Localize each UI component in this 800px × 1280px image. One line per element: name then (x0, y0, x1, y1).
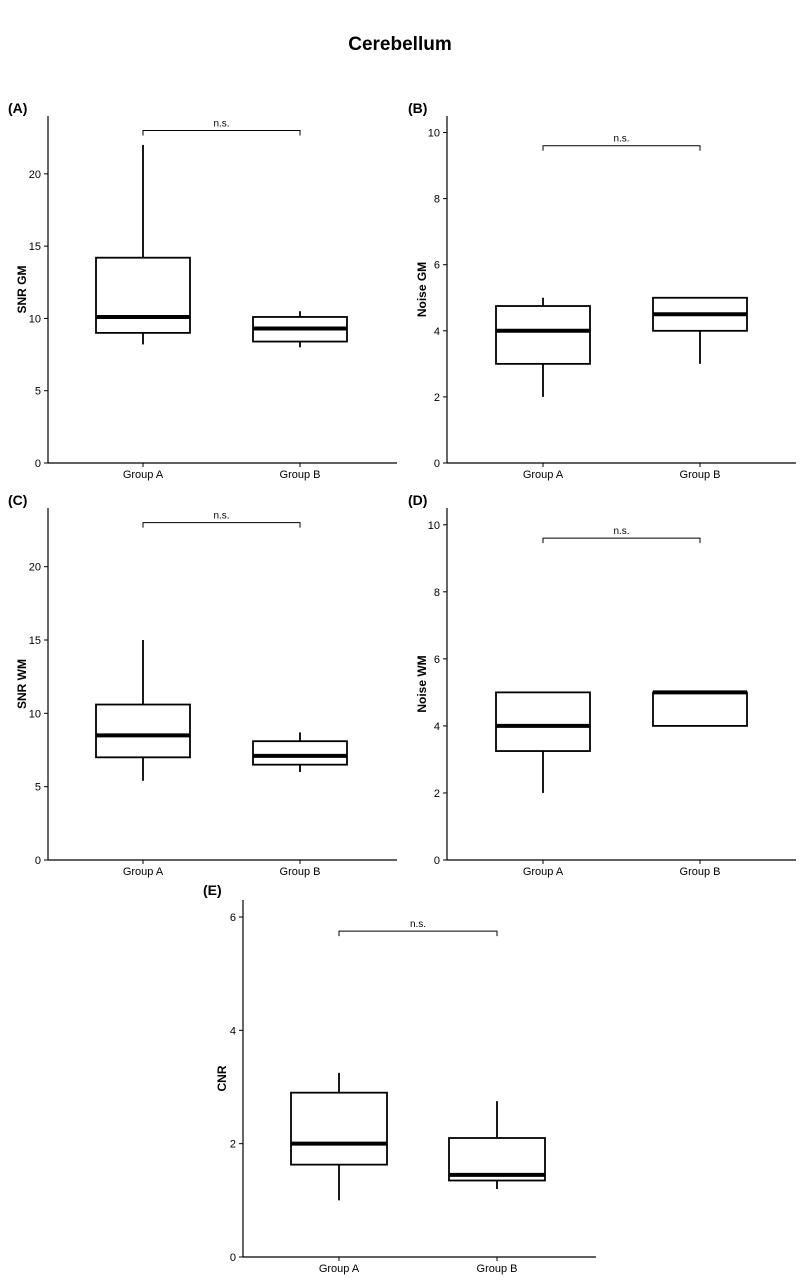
panel-b: (B) 0 2 4 6 8 10 Noise GM Group A Group B n.s. (408, 100, 796, 481)
y-tick-label: 10 (428, 520, 440, 532)
box-iqr (95, 703, 191, 759)
panel-label: (A) (8, 100, 27, 116)
y-tick-label: 8 (434, 587, 440, 599)
y-tick-label: 6 (434, 260, 440, 272)
y-tick-label: 20 (29, 169, 41, 181)
panel-e: (E) 0 2 4 6 CNR Group A Group B n.s. (203, 882, 596, 1275)
box-group-a (95, 640, 191, 781)
x-tick-label: Group B (680, 469, 721, 481)
y-tick-label: 2 (434, 392, 440, 404)
box-group-b (252, 732, 348, 772)
box-iqr (290, 1091, 388, 1166)
box-group-b (252, 311, 348, 348)
significance-bracket (142, 522, 301, 528)
x-tick-label: Group A (523, 469, 564, 481)
x-tick-label: Group A (523, 866, 564, 878)
box-group-a (290, 1072, 388, 1201)
panel-c: (C) 0 5 10 15 20 SNR WM Group A Group B n.s. (8, 492, 397, 878)
y-tick-label: 2 (434, 788, 440, 800)
box-iqr (495, 691, 591, 752)
x-tick-label: Group B (680, 866, 721, 878)
y-axis-title: SNR WM (15, 659, 29, 709)
box-group-b (652, 690, 748, 727)
significance-label: n.s. (213, 118, 229, 129)
y-tick-label: 8 (434, 194, 440, 206)
y-tick-label: 6 (230, 912, 236, 924)
box-group-b (448, 1101, 546, 1189)
significance-label: n.s. (410, 919, 426, 930)
panel-label: (E) (203, 882, 222, 898)
y-tick-label: 0 (35, 855, 41, 867)
figure-title: Cerebellum (348, 34, 452, 55)
y-tick-label: 4 (434, 326, 440, 338)
x-tick-label: Group A (123, 866, 164, 878)
box-group-b (652, 296, 748, 364)
y-axis-title: SNR GM (15, 265, 29, 313)
x-tick-label: Group A (319, 1263, 360, 1275)
y-tick-label: 0 (434, 855, 440, 867)
box-iqr (252, 740, 348, 766)
box-iqr (95, 256, 191, 334)
x-tick-label: Group B (280, 469, 321, 481)
box-group-a (495, 691, 591, 793)
y-tick-label: 0 (434, 458, 440, 470)
y-tick-label: 0 (230, 1252, 236, 1264)
y-axis-title: Noise GM (415, 262, 429, 317)
box-iqr (652, 691, 748, 727)
panel-d: (D) 0 2 4 6 8 10 Noise WM Group A Group B n.s. (408, 492, 796, 878)
panel-a: (A) 0 5 10 15 20 SNR GM Group A Group B n.s. (8, 100, 397, 481)
y-tick-label: 10 (29, 708, 41, 720)
y-tick-label: 4 (434, 721, 440, 733)
y-tick-label: 2 (230, 1139, 236, 1151)
y-tick-label: 6 (434, 654, 440, 666)
significance-label: n.s. (213, 511, 229, 522)
significance-bracket (142, 129, 301, 136)
significance-bracket (542, 537, 701, 544)
y-tick-label: 15 (29, 241, 41, 253)
significance-label: n.s. (613, 526, 629, 537)
panel-label: (B) (408, 100, 427, 116)
panel-label: (D) (408, 492, 427, 508)
y-tick-label: 10 (29, 313, 41, 325)
y-tick-label: 5 (35, 386, 41, 398)
panel-label: (C) (8, 492, 27, 508)
significance-bracket (542, 145, 701, 151)
y-tick-label: 4 (230, 1025, 236, 1037)
y-tick-label: 5 (35, 782, 41, 794)
box-group-a (95, 144, 191, 345)
x-tick-label: Group B (280, 866, 321, 878)
significance-bracket (338, 930, 498, 937)
box-iqr (495, 305, 591, 365)
x-tick-label: Group A (123, 469, 164, 481)
x-tick-label: Group B (477, 1263, 518, 1275)
y-axis-title: CNR (215, 1065, 229, 1091)
y-tick-label: 10 (428, 128, 440, 140)
box-group-a (495, 297, 591, 397)
significance-label: n.s. (613, 134, 629, 145)
y-axis-title: Noise WM (415, 655, 429, 712)
y-tick-label: 15 (29, 635, 41, 647)
y-tick-label: 20 (29, 562, 41, 574)
y-tick-label: 0 (35, 458, 41, 470)
